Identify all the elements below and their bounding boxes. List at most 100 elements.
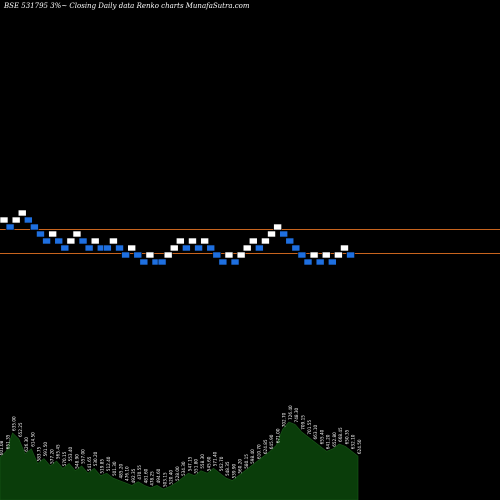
volume-label: 624.50: [357, 439, 362, 454]
volume-label: 545.60: [206, 456, 211, 471]
volume-label: 651.35: [5, 434, 10, 449]
volume-label: 650.35: [344, 429, 349, 444]
volume-label: 501.30: [112, 461, 117, 476]
renko-brick: [267, 230, 276, 238]
volume-label: 641.20: [326, 434, 331, 449]
renko-brick: [145, 251, 155, 259]
volume-label: 530.20: [93, 451, 98, 466]
renko-brick: [315, 258, 325, 266]
renko-brick: [72, 230, 82, 238]
renko-brick: [291, 244, 301, 252]
volume-label: 748.30: [294, 407, 299, 422]
volume-label: 560.20: [238, 459, 243, 474]
volume-label: 485.20: [118, 464, 123, 479]
renko-brick: [157, 258, 167, 266]
renko-brick: [340, 244, 349, 252]
volume-label: 557.00: [81, 449, 86, 464]
renko-brick: [297, 251, 307, 259]
volume-label: 624.85: [263, 439, 268, 454]
volume-label: 591.50: [43, 442, 48, 457]
renko-brick: [321, 251, 331, 259]
volume-label: 548.90: [74, 454, 79, 469]
volume-label: 503.15: [162, 472, 167, 487]
renko-brick: [218, 258, 228, 266]
renko-brick: [334, 251, 343, 259]
volume-label: 547.15: [187, 456, 192, 471]
volume-label: 580.15: [244, 454, 249, 469]
volume-label: 520.40: [169, 470, 174, 485]
renko-brick: [66, 237, 76, 245]
renko-brick: [103, 244, 112, 252]
renko-brick: [194, 244, 203, 252]
volume-label: 481.60: [143, 468, 148, 483]
renko-brick: [109, 237, 118, 245]
renko-brick: [60, 244, 70, 252]
reference-lines: [0, 229, 500, 254]
renko-brick: [261, 237, 270, 245]
volume-label: 570.15: [62, 451, 67, 466]
renko-brick: [230, 258, 240, 266]
renko-brick: [273, 223, 282, 231]
volume-label: 492.35: [131, 468, 136, 483]
renko-brick: [188, 237, 197, 245]
renko-brick: [17, 209, 27, 217]
renko-brick: [255, 244, 264, 252]
volume-label: 655.40: [319, 429, 324, 444]
volume-label: 668.45: [338, 427, 343, 442]
volume-label: 598.40: [250, 449, 255, 464]
renko-brick: [24, 216, 33, 224]
renko-brick: [169, 244, 179, 252]
volume-area-path: [0, 421, 359, 500]
renko-brick: [200, 237, 209, 245]
renko-brick: [121, 251, 130, 259]
volume-label: 548.35: [225, 461, 230, 476]
volume-label: 571.40: [213, 451, 218, 466]
volume-area: [0, 421, 359, 500]
renko-brick: [212, 251, 222, 259]
renko-brick: [11, 216, 21, 224]
volume-label: 478.25: [150, 471, 155, 486]
volume-label: 632.10: [351, 434, 356, 449]
volume-label: 494.60: [156, 468, 161, 483]
renko-brick: [133, 251, 143, 259]
renko-brick: [48, 230, 57, 238]
renko-bricks: [0, 209, 355, 266]
volume-label: 601.08: [0, 440, 4, 455]
volume-label: 534.30: [181, 461, 186, 476]
volume-label: 558.30: [200, 454, 205, 469]
renko-brick: [36, 230, 45, 238]
renko-brick: [248, 237, 258, 245]
renko-brick: [90, 237, 100, 245]
volume-label: 539.90: [231, 464, 236, 479]
volume-label: 562.70: [219, 456, 224, 471]
volume-label: 635.00: [12, 416, 17, 431]
renko-brick: [30, 223, 39, 231]
volume-label: 512.40: [106, 456, 111, 471]
volume-label: 645.90: [269, 434, 274, 449]
renko-brick: [127, 244, 136, 252]
renko-brick: [279, 230, 288, 238]
volume-label: 610.70: [257, 444, 262, 459]
volume-label: 470.55: [137, 465, 142, 480]
volume-label: 583.75: [37, 446, 42, 461]
renko-brick: [242, 244, 252, 252]
renko-brick: [206, 244, 216, 252]
volume-label: 519.85: [99, 459, 104, 474]
renko-brick: [328, 258, 337, 266]
renko-brick: [285, 237, 295, 245]
renko-brick: [309, 251, 319, 259]
renko-brick: [182, 244, 191, 252]
volume-label: 663.10: [313, 425, 318, 440]
volume-label: 702.70: [282, 412, 287, 427]
renko-brick: [84, 244, 94, 252]
volume-label: 553.40: [68, 446, 73, 461]
volume-label: 652.80: [332, 432, 337, 447]
renko-brick: [139, 258, 149, 266]
volume-label: 726.40: [288, 405, 293, 420]
renko-brick: [78, 237, 88, 245]
renko-brick: [0, 216, 9, 224]
renko-brick: [54, 237, 64, 245]
